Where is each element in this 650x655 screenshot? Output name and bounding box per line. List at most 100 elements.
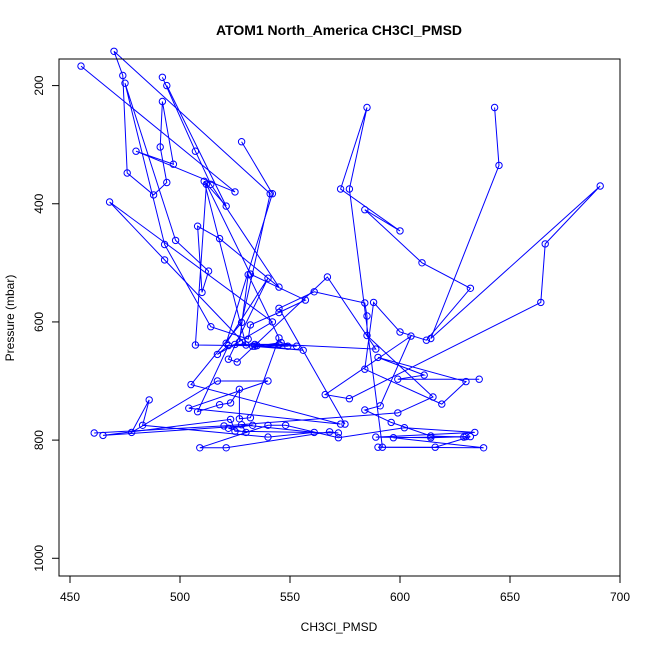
data-point xyxy=(235,385,244,393)
data-point xyxy=(341,420,349,428)
data-point xyxy=(431,443,439,451)
data-point xyxy=(363,312,371,320)
y-tick-label: 400 xyxy=(32,193,46,213)
data-point xyxy=(389,434,398,442)
data-point xyxy=(429,393,437,401)
data-point xyxy=(196,444,204,452)
x-tick-label: 650 xyxy=(500,590,520,604)
y-tick-label: 200 xyxy=(32,75,46,95)
data-point xyxy=(191,341,200,349)
x-tick-label: 450 xyxy=(60,590,80,604)
data-point xyxy=(231,427,239,435)
data-point xyxy=(361,299,369,307)
data-point xyxy=(237,138,246,146)
x-axis-label: CH3Cl_PMSD xyxy=(301,620,378,634)
chart-title: ATOM1 North_America CH3Cl_PMSD xyxy=(216,22,462,38)
data-point xyxy=(387,418,395,427)
series-line xyxy=(124,77,307,347)
data-point xyxy=(242,428,250,437)
data-point xyxy=(121,79,129,87)
series-line xyxy=(80,50,484,449)
data-point xyxy=(372,433,380,441)
x-tick-label: 500 xyxy=(170,590,190,604)
data-point xyxy=(277,338,285,347)
data-point xyxy=(231,340,239,349)
data-point xyxy=(138,421,147,429)
data-point xyxy=(264,421,272,429)
data-layer xyxy=(77,47,604,452)
series-line xyxy=(94,291,434,434)
data-point xyxy=(475,375,483,383)
data-point xyxy=(310,428,318,437)
data-point xyxy=(185,404,193,412)
data-point xyxy=(275,304,283,312)
data-point xyxy=(541,240,549,248)
data-point xyxy=(222,444,230,452)
data-point xyxy=(292,342,301,350)
data-point xyxy=(264,433,272,441)
data-point xyxy=(396,328,404,336)
data-point xyxy=(105,198,114,206)
data-point xyxy=(479,444,488,452)
data-point xyxy=(372,345,380,353)
data-point xyxy=(156,143,164,151)
data-point xyxy=(268,190,277,198)
data-point xyxy=(596,182,604,190)
data-point xyxy=(275,283,283,291)
data-point xyxy=(207,323,215,331)
data-point xyxy=(248,342,257,350)
data-point xyxy=(160,256,169,264)
data-point xyxy=(253,341,261,350)
data-point xyxy=(374,353,382,362)
data-point xyxy=(127,428,136,437)
data-point xyxy=(336,185,345,193)
data-point xyxy=(363,103,371,112)
data-point xyxy=(233,358,241,366)
data-point xyxy=(490,103,499,112)
data-point xyxy=(420,371,428,379)
data-point xyxy=(213,377,222,385)
data-point xyxy=(471,428,479,437)
data-point xyxy=(345,395,354,403)
data-point xyxy=(158,97,167,106)
data-point xyxy=(213,350,222,359)
data-point xyxy=(345,185,354,193)
data-point xyxy=(376,402,384,410)
data-point xyxy=(363,331,371,340)
data-point xyxy=(145,396,153,404)
data-point xyxy=(361,406,369,414)
data-point xyxy=(226,415,235,424)
data-point xyxy=(427,334,435,343)
data-point xyxy=(407,332,415,340)
data-point xyxy=(396,227,404,235)
data-point xyxy=(268,318,277,326)
data-point xyxy=(369,298,378,307)
data-point xyxy=(158,73,167,82)
y-tick-label: 600 xyxy=(32,312,46,332)
data-point xyxy=(207,180,215,189)
x-tick-label: 600 xyxy=(390,590,410,604)
data-point xyxy=(462,377,470,386)
data-point xyxy=(220,422,228,430)
data-point xyxy=(193,222,202,230)
data-point xyxy=(334,434,343,442)
data-point xyxy=(537,298,545,307)
data-point xyxy=(394,375,402,383)
data-point xyxy=(418,259,426,267)
data-point xyxy=(222,202,230,210)
data-point xyxy=(334,429,343,437)
data-point xyxy=(336,420,345,428)
data-point xyxy=(422,336,431,344)
data-point xyxy=(374,443,382,451)
data-point xyxy=(394,409,402,417)
data-point xyxy=(466,284,475,292)
y-axis-label: Pressure (mbar) xyxy=(3,275,17,362)
data-point xyxy=(264,377,272,385)
data-point xyxy=(90,429,98,437)
data-point xyxy=(77,62,85,70)
data-point xyxy=(224,355,233,363)
data-point xyxy=(226,399,235,407)
data-point xyxy=(325,428,334,436)
